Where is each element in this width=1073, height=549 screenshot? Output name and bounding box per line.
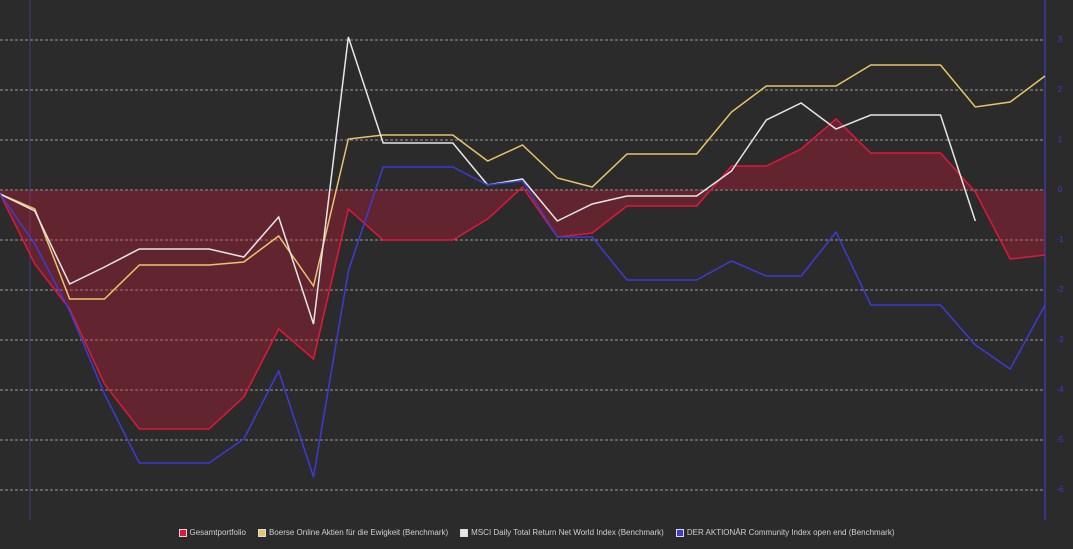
y-tick-label: -4: [1056, 385, 1064, 394]
line: [0, 166, 1046, 478]
legend-swatch: [257, 528, 266, 537]
legend-label: DER AKTIONÄR Community Index open end (B…: [686, 528, 895, 537]
y-tick-label: 1: [1058, 135, 1063, 144]
legend-item[interactable]: Gesamtportfolio: [178, 528, 246, 537]
y-tick-label: 2: [1058, 85, 1063, 94]
y-tick-label: -5: [1056, 435, 1064, 444]
line: [0, 64, 1046, 300]
line: [0, 117, 1046, 430]
y-tick-label: -3: [1056, 335, 1064, 344]
legend-item[interactable]: Boerse Online Aktien für die Ewigkeit (B…: [257, 528, 449, 537]
legend-swatch: [460, 528, 469, 537]
legend: Gesamtportfolio Boerse Online Aktien für …: [0, 528, 1073, 537]
y-tick-label: 3: [1058, 35, 1063, 44]
y-tick-label: -6: [1056, 485, 1064, 494]
legend-label: MSCI Daily Total Return Net World Index …: [471, 528, 664, 537]
legend-item[interactable]: MSCI Daily Total Return Net World Index …: [460, 528, 664, 537]
y-tick-label: -2: [1056, 285, 1064, 294]
y-tick-label: 0: [1058, 185, 1063, 194]
y-tick-label: -1: [1056, 235, 1064, 244]
legend-item[interactable]: DER AKTIONÄR Community Index open end (B…: [675, 528, 895, 537]
area: [0, 119, 1045, 429]
legend-swatch: [675, 528, 684, 537]
legend-label: Boerse Online Aktien für die Ewigkeit (B…: [268, 528, 449, 537]
legend-swatch: [178, 528, 187, 537]
chart: -6 -5 -4 -3 -2 -1 0 1 2 3: [0, 0, 1064, 520]
legend-label: Gesamtportfolio: [189, 528, 246, 537]
